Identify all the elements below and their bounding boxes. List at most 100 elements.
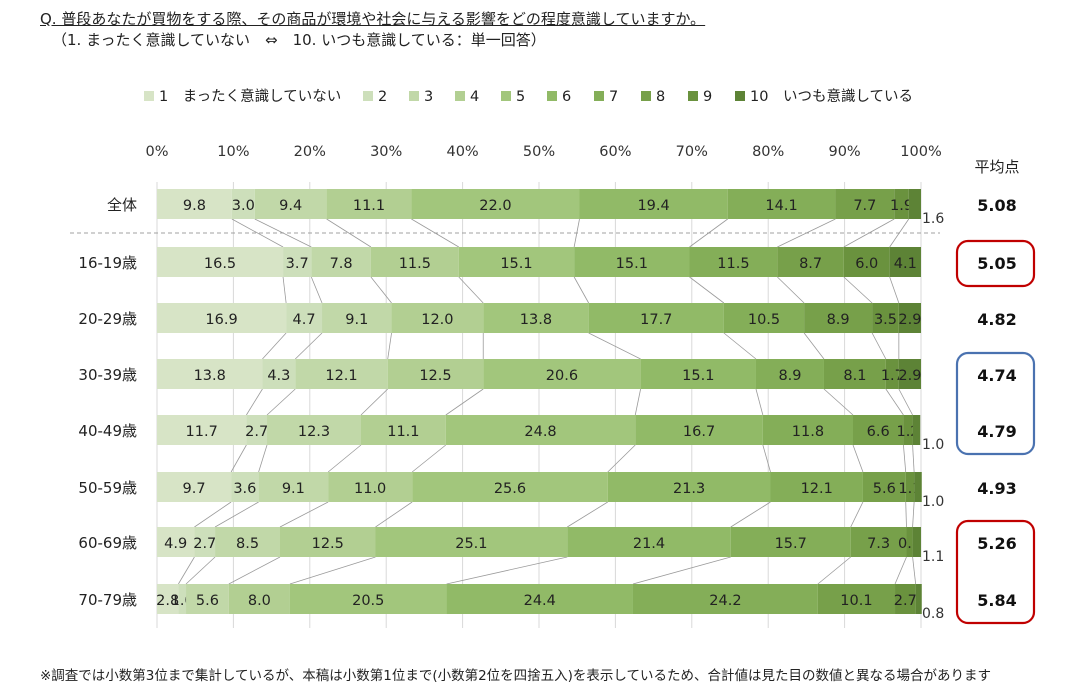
average-value: 5.05 — [977, 254, 1016, 273]
question-subtitle: （1. まったく意識していない ⇔ 10. いつも意識している：単一回答） — [52, 31, 546, 49]
bar-segment — [804, 303, 873, 333]
legend-swatch — [594, 91, 604, 101]
x-tick-label: 50% — [523, 144, 555, 160]
bar-segment — [635, 415, 763, 445]
average-header: 平均点 — [974, 158, 1019, 176]
connector-line — [295, 332, 323, 360]
legend-label: 6 — [562, 89, 571, 105]
data-label: 12.0 — [421, 312, 453, 328]
bar-segment — [632, 584, 818, 614]
bar-segment — [885, 359, 899, 389]
bar-segment — [283, 247, 312, 277]
legend-swatch — [688, 91, 698, 101]
bar-segment — [157, 584, 179, 614]
data-label: 4.7 — [293, 312, 316, 328]
legend-label: 3 — [424, 89, 433, 105]
bar-segment — [903, 415, 913, 445]
data-label: 9.1 — [282, 481, 305, 497]
connector-line — [912, 556, 917, 585]
bar-segment — [267, 415, 361, 445]
data-label: 8.0 — [248, 593, 271, 609]
average-value: 5.26 — [977, 534, 1016, 553]
connector-line — [885, 388, 904, 416]
bar-segment — [755, 359, 824, 389]
connector-line — [262, 332, 287, 360]
legend-swatch — [363, 91, 373, 101]
connector-line — [573, 276, 590, 304]
connector-line — [254, 218, 312, 248]
legend-label: 8 — [656, 89, 665, 105]
connector-line — [912, 501, 915, 528]
data-label: 5.6 — [196, 593, 219, 609]
data-label: 9.8 — [183, 198, 206, 214]
connector-line — [894, 556, 907, 585]
connector-line — [310, 276, 323, 304]
bar-segment — [194, 527, 216, 557]
connector-line — [327, 444, 362, 473]
data-label: 1.1 — [922, 549, 944, 565]
data-label: 15.1 — [616, 256, 648, 272]
bar-segment — [387, 359, 484, 389]
connector-line — [817, 556, 851, 585]
bar-segment — [157, 189, 232, 219]
bar-segment — [328, 472, 413, 502]
data-label: 11.0 — [354, 481, 386, 497]
connector-line — [843, 276, 873, 304]
bar-segment — [157, 303, 287, 333]
x-tick-label: 90% — [828, 144, 860, 160]
connector-line — [634, 388, 642, 416]
category-label: 全体 — [107, 196, 137, 214]
average-value: 4.74 — [977, 366, 1016, 385]
bar-segment — [843, 247, 890, 277]
bar-segment — [908, 189, 921, 219]
connector-line — [573, 218, 580, 248]
bar-segment — [280, 527, 376, 557]
data-label: 21.4 — [633, 536, 665, 552]
bar-segment — [289, 584, 447, 614]
data-label: 22.0 — [479, 198, 511, 214]
bar-segment — [375, 527, 568, 557]
legend-swatch — [144, 91, 154, 101]
x-tick-label: 80% — [752, 144, 784, 160]
bar-segment — [157, 527, 195, 557]
data-label: 6.0 — [855, 256, 878, 272]
x-tick-label: 30% — [370, 144, 402, 160]
category-label: 20-29歳 — [78, 310, 137, 328]
x-tick-label: 10% — [217, 144, 249, 160]
bar-segment — [483, 303, 589, 333]
data-label: 10.5 — [748, 312, 780, 328]
connector-line — [289, 556, 376, 585]
connector-line — [730, 501, 771, 528]
legend-swatch — [735, 91, 745, 101]
bar-segment — [186, 584, 229, 614]
bar-segment — [689, 247, 778, 277]
data-label: 25.6 — [494, 481, 526, 497]
bar-segment — [412, 472, 608, 502]
connector-line — [588, 332, 641, 360]
connector-line — [777, 218, 836, 248]
category-label: 70-79歳 — [78, 591, 137, 609]
data-label: 12.5 — [312, 536, 344, 552]
bar-segment — [157, 359, 263, 389]
bar-segment — [889, 247, 921, 277]
bar-segment — [912, 527, 921, 557]
bar-segment — [258, 472, 329, 502]
connector-line — [326, 218, 372, 248]
connector-line — [843, 218, 895, 248]
bar-segment — [157, 415, 247, 445]
connector-line — [194, 501, 232, 528]
data-label: 2.9 — [898, 312, 921, 328]
bar-segment — [411, 189, 580, 219]
bar-segment — [770, 472, 863, 502]
bar-segment — [295, 359, 388, 389]
bar-segment — [762, 415, 854, 445]
bar-segment — [579, 189, 728, 219]
data-label: 1.0 — [922, 494, 944, 510]
bar-segment — [872, 303, 899, 333]
data-label: 11.8 — [792, 424, 824, 440]
bar-segment — [898, 359, 921, 389]
data-label: 20.5 — [352, 593, 384, 609]
category-label: 50-59歳 — [78, 479, 137, 497]
legend-swatch — [409, 91, 419, 101]
data-label: 3.6 — [233, 481, 256, 497]
